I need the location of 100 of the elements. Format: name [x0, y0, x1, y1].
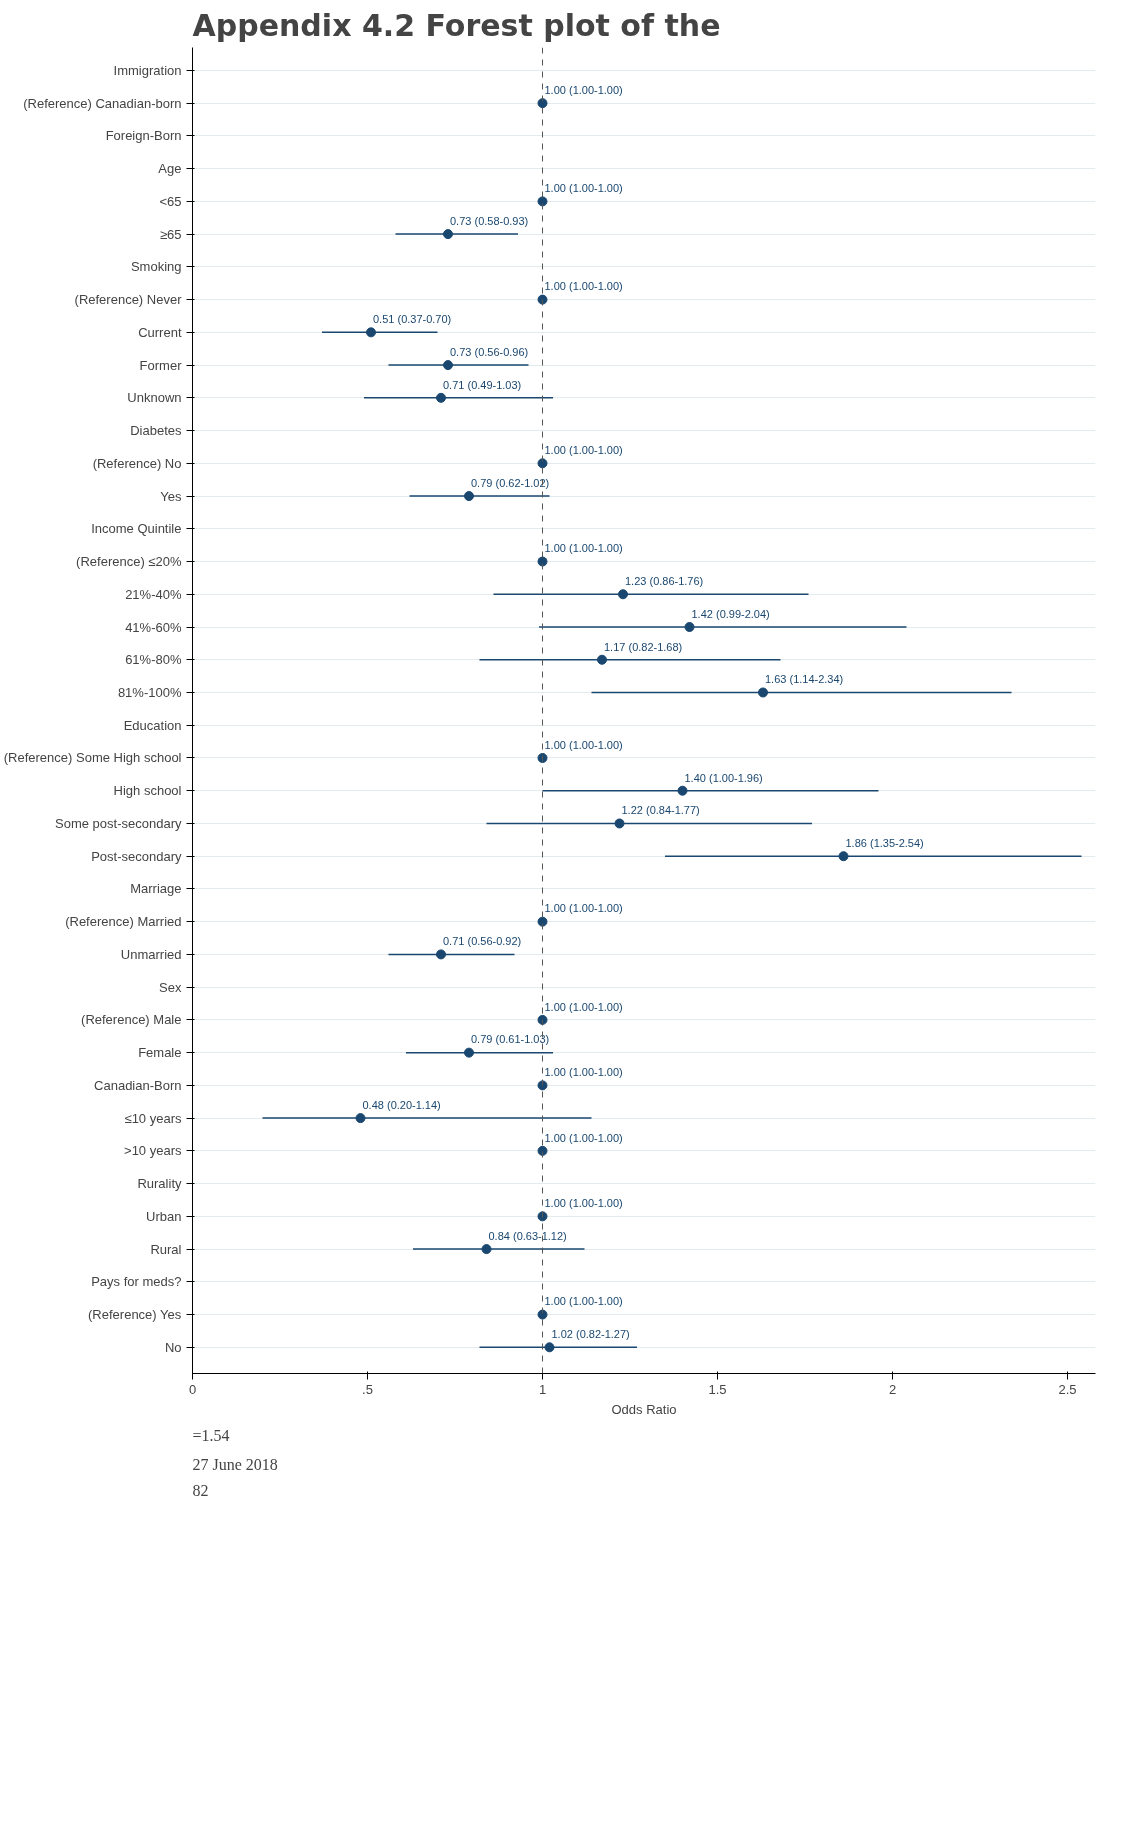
- x-tick-label: 2.5: [1058, 1381, 1077, 1397]
- y-tick-label: 61%-80%: [125, 652, 182, 668]
- y-tick-label: Pays for meds?: [91, 1274, 182, 1290]
- y-tick-label: 21%-40%: [125, 586, 182, 602]
- x-tick-label: 2: [888, 1381, 897, 1397]
- point: [537, 1145, 548, 1156]
- y-tick-label: (Reference) ≤20%: [76, 554, 182, 570]
- point: [537, 752, 548, 763]
- data-label: 1.00 (1.00-1.00): [544, 444, 623, 457]
- point: [443, 360, 453, 371]
- point: [537, 98, 548, 109]
- y-tick-label: Post-secondary: [91, 848, 182, 864]
- text: =1.54: [192, 1426, 230, 1444]
- point: [537, 1211, 548, 1222]
- point: [436, 949, 446, 960]
- x-tick-label: 0: [188, 1381, 197, 1397]
- y-tick-label: Rurality: [137, 1176, 182, 1192]
- data-label: 1.00 (1.00-1.00): [544, 280, 623, 293]
- y-tick-label: (Reference) Yes: [88, 1307, 182, 1323]
- data-label: 1.00 (1.00-1.00): [544, 1066, 623, 1079]
- point: [355, 1113, 366, 1124]
- data-label: 1.02 (0.82-1.27): [551, 1328, 630, 1341]
- x-axis-title: Odds Ratio: [611, 1401, 677, 1417]
- point: [537, 294, 548, 305]
- y-tick-label: Canadian-Born: [94, 1077, 182, 1093]
- data-label: 0.73 (0.58-0.93): [450, 214, 529, 227]
- point: [758, 687, 768, 698]
- y-tick-label: Foreign-Born: [105, 128, 182, 144]
- point: [838, 851, 849, 862]
- data-label: 1.00 (1.00-1.00): [544, 902, 623, 915]
- y-tick-label: Immigration: [113, 62, 182, 78]
- y-tick-label: ≤10 years: [124, 1110, 182, 1126]
- data-label: 1.22 (0.84-1.77): [621, 804, 700, 817]
- y-tick-label: Yes: [160, 488, 182, 504]
- point: [537, 916, 548, 927]
- y-tick-label: Smoking: [130, 259, 182, 275]
- point: [464, 1047, 474, 1058]
- y-tick-label: Marriage: [130, 881, 182, 897]
- point: [464, 491, 474, 502]
- point: [597, 654, 607, 665]
- point: [614, 818, 625, 829]
- data-label: 1.00 (1.00-1.00): [544, 1000, 623, 1013]
- data-label: 1.00 (1.00-1.00): [544, 1295, 623, 1308]
- y-tick-label: 81%-100%: [117, 684, 182, 700]
- data-label: 1.40 (1.00-1.96): [684, 771, 763, 784]
- chart-title: Appendix 4.2 Forest plot of the: [192, 7, 721, 43]
- point: [537, 1309, 548, 1320]
- data-label: 1.17 (0.82-1.68): [604, 640, 683, 653]
- point: [537, 196, 548, 207]
- data-label: 0.79 (0.61-1.03): [471, 1033, 550, 1046]
- point: [436, 392, 446, 403]
- y-tick-label: Unknown: [127, 390, 182, 406]
- y-tick-label: 41%-60%: [125, 619, 182, 635]
- y-tick-label: No: [164, 1339, 182, 1355]
- point: [481, 1244, 492, 1255]
- y-tick-label: Current: [138, 324, 182, 340]
- point: [537, 1014, 548, 1025]
- data-label: 1.63 (1.14-2.34): [765, 673, 844, 686]
- data-label: 0.71 (0.56-0.92): [443, 935, 522, 948]
- point: [537, 1080, 548, 1091]
- text: 27 June 2018: [192, 1455, 278, 1473]
- data-label: 1.00 (1.00-1.00): [544, 83, 623, 96]
- y-tick-label: ≥65: [159, 226, 182, 242]
- x-tick-label: .5: [362, 1381, 373, 1397]
- point: [443, 229, 453, 240]
- data-label: 1.42 (0.99-2.04): [691, 607, 770, 620]
- data-label: 1.00 (1.00-1.00): [544, 1197, 623, 1210]
- y-tick-label: Rural: [150, 1241, 182, 1257]
- y-tick-label: Unmarried: [120, 946, 182, 962]
- y-tick-label: Age: [158, 161, 182, 177]
- y-tick-label: (Reference) Canadian-born: [23, 95, 182, 111]
- data-label: 1.86 (1.35-2.54): [845, 836, 924, 849]
- data-label: 0.79 (0.62-1.02): [471, 476, 550, 489]
- data-label: 0.48 (0.20-1.14): [362, 1098, 441, 1111]
- y-tick-label: >10 years: [124, 1143, 182, 1159]
- y-tick-label: Former: [139, 357, 183, 373]
- y-tick-label: Female: [138, 1045, 182, 1061]
- y-tick-label: Urban: [146, 1208, 182, 1224]
- point: [537, 458, 548, 469]
- y-tick-label: Diabetes: [130, 423, 182, 439]
- y-tick-label: (Reference) Married: [65, 914, 182, 930]
- data-label: 1.00 (1.00-1.00): [544, 738, 623, 751]
- y-tick-label: <65: [159, 193, 182, 209]
- data-label: 0.51 (0.37-0.70): [373, 313, 452, 326]
- y-tick-label: High school: [113, 783, 182, 799]
- data-label: 1.00 (1.00-1.00): [544, 182, 623, 195]
- y-tick-label: (Reference) Never: [74, 292, 183, 308]
- y-tick-label: Sex: [159, 979, 182, 995]
- y-tick-label: Education: [123, 717, 182, 733]
- point: [677, 785, 688, 796]
- y-tick-label: (Reference) No: [92, 455, 182, 471]
- point: [618, 589, 628, 600]
- y-tick-label: (Reference) Some High school: [3, 750, 182, 766]
- point: [544, 1342, 555, 1353]
- data-label: 0.84 (0.63-1.12): [488, 1229, 567, 1242]
- x-tick-label: 1: [538, 1381, 547, 1397]
- y-tick-label: Income Quintile: [91, 521, 182, 537]
- y-tick-label: (Reference) Male: [81, 1012, 182, 1028]
- point: [537, 556, 548, 567]
- y-tick-label: Some post-secondary: [55, 815, 182, 831]
